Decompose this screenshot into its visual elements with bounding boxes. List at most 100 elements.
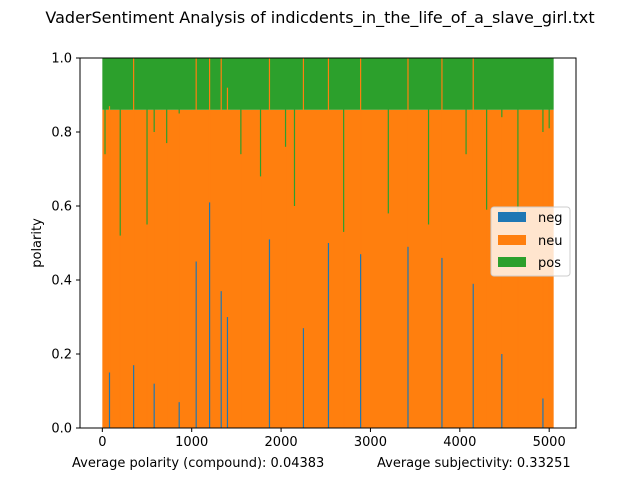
bar-neg bbox=[226, 317, 229, 428]
bar-stack bbox=[517, 58, 519, 428]
bar-pos bbox=[178, 58, 180, 114]
bar-stack bbox=[146, 58, 148, 428]
bars-layer bbox=[102, 58, 554, 429]
bar-stack bbox=[104, 58, 106, 428]
bar-neu bbox=[486, 209, 488, 428]
bar-stack bbox=[208, 58, 211, 428]
bar-stack bbox=[293, 58, 296, 428]
bar-neg bbox=[108, 372, 111, 428]
bar-neg bbox=[407, 246, 409, 428]
bar-neu bbox=[208, 58, 211, 203]
legend-label-pos: pos bbox=[538, 256, 561, 271]
x-axis: 0 1000 2000 3000 4000 5000 bbox=[98, 428, 566, 450]
bar-neg bbox=[542, 398, 544, 428]
bar-neu bbox=[548, 128, 550, 429]
legend-swatch-pos bbox=[498, 257, 526, 267]
bar-stack bbox=[441, 58, 443, 428]
bar-stack bbox=[240, 58, 242, 428]
bar-pos bbox=[465, 58, 467, 155]
bar-stack bbox=[343, 58, 345, 428]
bar-stack bbox=[119, 58, 121, 428]
bar-neg bbox=[327, 243, 330, 428]
bar-stack bbox=[407, 58, 409, 428]
bar-neu bbox=[153, 132, 155, 384]
bar-neg bbox=[220, 291, 222, 428]
bar-neu bbox=[360, 58, 362, 255]
y-tick-label: 0.8 bbox=[51, 126, 72, 141]
bar-neg bbox=[268, 239, 271, 428]
bar-neu bbox=[427, 224, 430, 428]
y-tick-label: 0.4 bbox=[51, 274, 72, 289]
bar-neu bbox=[407, 58, 409, 247]
x-tick-label: 4000 bbox=[443, 435, 476, 450]
average-polarity-text: Average polarity (compound): 0.04383 bbox=[72, 456, 324, 471]
plot-frame bbox=[79, 57, 577, 429]
y-tick-label: 1.0 bbox=[51, 52, 72, 67]
bar-pos bbox=[119, 58, 121, 236]
bar-neg bbox=[178, 402, 180, 428]
bar-pos bbox=[542, 58, 544, 132]
y-tick-label: 0.2 bbox=[51, 348, 72, 363]
bar-neu bbox=[441, 58, 443, 258]
average-subjectivity-text: Average subjectivity: 0.33251 bbox=[377, 456, 571, 471]
bar-neu bbox=[226, 87, 229, 317]
bar-pos bbox=[146, 58, 148, 225]
bar-neu bbox=[293, 206, 296, 428]
bar-neg bbox=[133, 365, 135, 428]
bar-neu bbox=[240, 154, 242, 428]
legend-swatch-neu bbox=[498, 235, 526, 245]
bar-pos bbox=[226, 58, 229, 88]
bar-stack bbox=[220, 58, 222, 428]
bar-neg bbox=[441, 257, 443, 428]
bar-neg bbox=[302, 328, 305, 428]
legend-label-neu: neu bbox=[538, 234, 562, 249]
bar-neu bbox=[259, 176, 262, 428]
x-tick-label: 0 bbox=[98, 435, 106, 450]
bar-neu bbox=[387, 213, 389, 428]
bar-pos bbox=[259, 58, 262, 177]
bar-pos bbox=[293, 58, 296, 206]
bar-neu bbox=[465, 154, 467, 428]
bar-pos bbox=[284, 58, 287, 147]
bar-pos bbox=[427, 58, 430, 225]
bar-stack bbox=[465, 58, 467, 428]
bar-stack bbox=[195, 58, 197, 428]
chart-title: VaderSentiment Analysis of indicdents_in… bbox=[45, 8, 594, 28]
bar-stack bbox=[486, 58, 488, 428]
bar-neu bbox=[195, 58, 197, 262]
bar-stack bbox=[166, 58, 168, 428]
bar-neg bbox=[501, 354, 503, 428]
bar-neu bbox=[327, 58, 330, 243]
bar-neu bbox=[343, 231, 345, 428]
legend: neg neu pos bbox=[490, 206, 571, 277]
bar-neu bbox=[104, 154, 106, 428]
bar-neg bbox=[208, 202, 211, 428]
bar-neg bbox=[360, 254, 362, 428]
bar-stack bbox=[284, 58, 287, 429]
bar-pos bbox=[517, 58, 519, 218]
bar-neu bbox=[178, 113, 180, 403]
bar-pos bbox=[343, 58, 345, 232]
bar-pos bbox=[387, 58, 389, 214]
bar-stack bbox=[153, 58, 155, 428]
bar-pos bbox=[501, 58, 503, 118]
bar-neu bbox=[302, 58, 305, 329]
bar-stack bbox=[548, 58, 550, 429]
bar-pos bbox=[240, 58, 242, 155]
bar-neu bbox=[284, 146, 287, 429]
bar-pos bbox=[486, 58, 488, 210]
bar-neu bbox=[220, 58, 222, 292]
bar-stack bbox=[268, 58, 271, 428]
bar-stack bbox=[472, 58, 474, 428]
bar-pos bbox=[108, 58, 111, 107]
bar-neu bbox=[108, 106, 111, 373]
x-tick-label: 5000 bbox=[533, 435, 566, 450]
bar-stack bbox=[133, 58, 135, 428]
bar-neu bbox=[517, 217, 519, 428]
x-tick-label: 3000 bbox=[354, 435, 387, 450]
legend-label-neg: neg bbox=[538, 211, 563, 226]
x-tick-label: 2000 bbox=[265, 435, 298, 450]
bar-pos bbox=[166, 58, 168, 144]
bar-stack bbox=[360, 58, 362, 428]
